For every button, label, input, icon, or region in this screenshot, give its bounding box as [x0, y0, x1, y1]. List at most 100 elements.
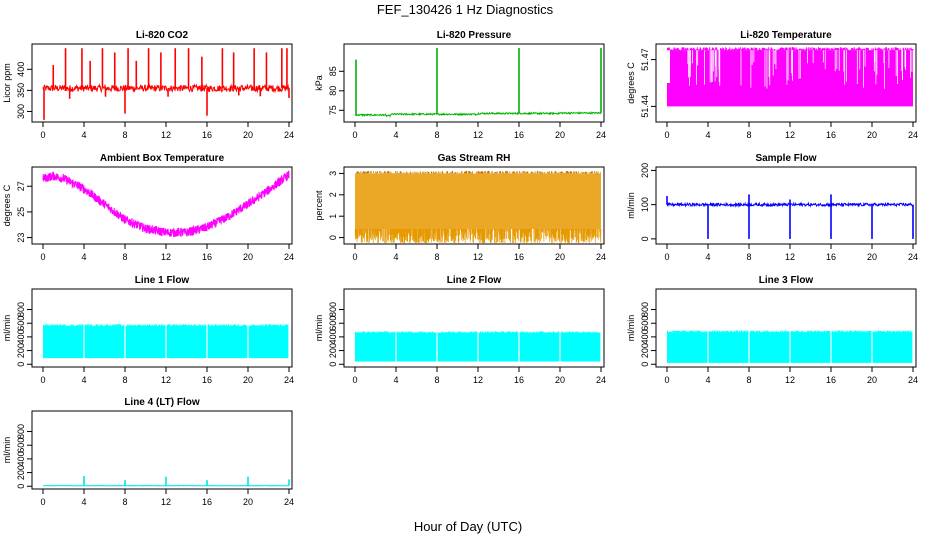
panel-5-xtick-label-4: 12 — [473, 252, 483, 262]
panel-1-ytick-label-3: 400 — [16, 62, 26, 77]
panel-4-title: Ambient Box Temperature — [100, 153, 225, 164]
panel-9-series — [666, 328, 914, 363]
panel-2-xtick-label-3: 8 — [434, 130, 439, 140]
panel-4-ytick-label-2: 25 — [16, 207, 26, 217]
panel-7: Line 1 Flow ml/min 0 4 8 12 16 20 24 0 20040060080… — [2, 275, 294, 385]
panel-8-xtick-label-4: 12 — [473, 375, 483, 385]
panel-2-frame — [343, 43, 605, 123]
panel-2-xtick-label-5: 16 — [514, 130, 524, 140]
panel-10-xtick-label-1: 0 — [40, 497, 45, 507]
panel-10: Line 4 (LT) Flow ml/min 0 4 8 12 16 20 24 0 200400… — [2, 397, 294, 507]
panel-9-ytick-label-3: 400 — [640, 329, 650, 344]
panel-4-xtick-label-3: 8 — [122, 252, 127, 262]
panel-10-ylabel: ml/min — [2, 437, 12, 464]
panel-5-band — [355, 173, 601, 230]
panel-10-series — [42, 476, 290, 487]
panel-5-ylabel: percent — [314, 190, 324, 221]
panel-9-xtick-label-2: 4 — [705, 375, 710, 385]
panel-2-xtick-label-6: 20 — [555, 130, 565, 140]
panel-8-ytick-label-2: 200 — [328, 343, 338, 358]
panel-2-ytick-label-2: 80 — [328, 86, 338, 96]
panel-8-xtick-label-3: 8 — [434, 375, 439, 385]
panel-7-title: Line 1 Flow — [135, 275, 190, 286]
panel-10-ytick-label-1: 0 — [16, 484, 26, 489]
panel-7-ylabel: ml/min — [2, 315, 12, 342]
panel-1-xtick-label-3: 8 — [122, 130, 127, 140]
panel-10-ytick-label-3: 400 — [16, 451, 26, 466]
panel-6-xtick-label-1: 0 — [664, 252, 669, 262]
panel-9-xtick-label-6: 20 — [867, 375, 877, 385]
panel-8: Line 2 Flow ml/min 0 4 8 12 16 20 24 0 20040060080… — [314, 275, 606, 385]
panel-7-ytick-label-2: 200 — [16, 343, 26, 358]
panel-9-xtick-label-3: 8 — [746, 375, 751, 385]
panel-10-xtick-label-4: 12 — [161, 497, 171, 507]
panel-8-xtick-label-5: 16 — [514, 375, 524, 385]
panel-2-title: Li-820 Pressure — [437, 30, 512, 41]
panel-3-xtick-label-5: 16 — [826, 130, 836, 140]
panel-8-frame — [343, 288, 605, 368]
panel-2-xtick-label-4: 12 — [473, 130, 483, 140]
panel-2: Li-820 Pressure kPa 0 4 8 12 16 20 24 75 80 85 — [314, 30, 606, 140]
panel-7-xtick-label-5: 16 — [202, 375, 212, 385]
panel-5-xtick-label-7: 24 — [596, 252, 606, 262]
panel-7-ytick-label-3: 400 — [16, 329, 26, 344]
panel-8-xtick-label-2: 4 — [393, 375, 398, 385]
panel-10-xtick-label-7: 24 — [284, 497, 294, 507]
panel-4-ytick-label-3: 27 — [16, 181, 26, 191]
panel-4-ylabel: degrees C — [2, 184, 12, 226]
panel-2-series — [354, 47, 602, 119]
panel-3-xtick-label-4: 12 — [785, 130, 795, 140]
panel-5-ytick-label-4: 3 — [328, 171, 338, 176]
panel-7-series — [42, 321, 290, 359]
panel-1: Li-820 CO2 Licor ppm 0 4 8 12 16 20 24 300 350 400 — [2, 30, 294, 140]
panel-1-frame — [31, 43, 293, 123]
panel-6-xtick-label-5: 16 — [826, 252, 836, 262]
panel-5-high-points — [355, 170, 601, 174]
panel-3-series — [666, 47, 914, 107]
figure-title: FEF_130426 1 Hz Diagnostics — [377, 2, 554, 17]
panel-1-xtick-label-1: 0 — [40, 130, 45, 140]
panel-7-ytick-label-5: 800 — [16, 302, 26, 317]
panel-3-start-gap — [666, 50, 670, 83]
panel-6-ytick-label-3: 200 — [640, 163, 650, 178]
figure-xlabel: Hour of Day (UTC) — [414, 519, 522, 534]
panel-8-ylabel: ml/min — [314, 315, 324, 342]
panel-9-ytick-label-1: 0 — [640, 362, 650, 367]
panel-4-ytick-label-1: 23 — [16, 233, 26, 243]
panel-4-series — [42, 170, 290, 238]
panel-10-ytick-label-4: 600 — [16, 438, 26, 453]
panel-8-series — [354, 328, 602, 362]
panel-8-ytick-label-4: 600 — [328, 316, 338, 331]
panel-4-xtick-label-5: 16 — [202, 252, 212, 262]
panel-1-xtick-label-6: 20 — [243, 130, 253, 140]
panel-5-xtick-label-5: 16 — [514, 252, 524, 262]
panel-10-xtick-label-3: 8 — [122, 497, 127, 507]
panel-10-title: Line 4 (LT) Flow — [124, 397, 200, 408]
panel-3-xtick-label-7: 24 — [908, 130, 918, 140]
panel-3-xtick-label-3: 8 — [746, 130, 751, 140]
panel-10-xtick-label-2: 4 — [81, 497, 86, 507]
panel-1-series — [42, 48, 290, 120]
panel-9-ytick-label-2: 200 — [640, 343, 650, 358]
panel-5-xtick-label-3: 8 — [434, 252, 439, 262]
panel-1-xtick-label-4: 12 — [161, 130, 171, 140]
panel-1-ytick-label-2: 350 — [16, 83, 26, 98]
panel-4-xtick-label-2: 4 — [81, 252, 86, 262]
panel-9-ytick-label-5: 800 — [640, 302, 650, 317]
panel-9-xtick-label-4: 12 — [785, 375, 795, 385]
panel-9-ylabel: ml/min — [626, 315, 636, 342]
panel-5-xtick-label-6: 20 — [555, 252, 565, 262]
panel-7-xtick-label-2: 4 — [81, 375, 86, 385]
panel-4-xtick-label-4: 12 — [161, 252, 171, 262]
panel-6-ytick-label-2: 100 — [640, 197, 650, 212]
panel-3-xtick-label-6: 20 — [867, 130, 877, 140]
panel-7-ytick-label-4: 600 — [16, 316, 26, 331]
panel-6-title: Sample Flow — [755, 153, 816, 164]
panel-9-title: Line 3 Flow — [759, 275, 814, 286]
panel-3: Li-820 Temperature degrees C 0 4 8 12 16 20 24 51… — [626, 30, 918, 140]
panel-10-frame — [31, 410, 293, 490]
panel-7-xtick-label-3: 8 — [122, 375, 127, 385]
panel-6-frame — [655, 166, 917, 245]
